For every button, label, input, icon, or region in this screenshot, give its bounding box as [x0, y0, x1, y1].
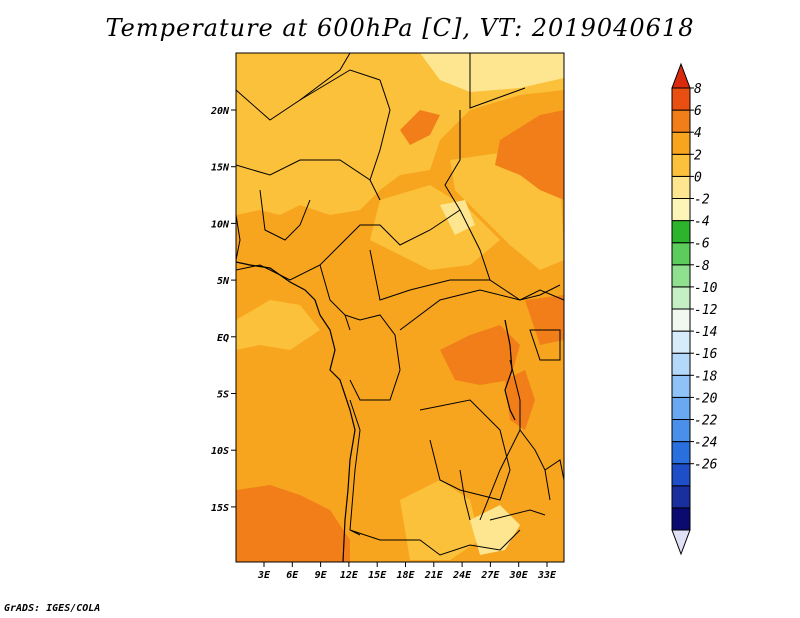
lat-label: 15N — [211, 163, 230, 174]
colorbar-label: -8 — [694, 259, 710, 274]
lat-label: 10N — [211, 219, 230, 230]
lon-label: 27E — [480, 570, 500, 581]
colorbar-label: 8 — [694, 82, 702, 97]
pale-patch-north — [420, 53, 564, 92]
lon-label: 21E — [424, 570, 444, 581]
colorbar-label: 4 — [694, 126, 702, 141]
colorbar-segment — [671, 131, 691, 155]
latitude-axis: 20N 15N 10N 5N EQ 5S 10S 15S — [210, 106, 236, 514]
pale-patch-interior — [440, 200, 475, 235]
colorbar-segment — [671, 330, 691, 354]
cool-patch-north — [236, 53, 564, 215]
lat-label: EQ — [217, 333, 229, 344]
longitude-axis: 3E 6E 9E 12E 15E 18E 21E 24E 27E 30E 33E — [257, 562, 557, 581]
colorbar-label: -2 — [694, 193, 710, 208]
colorbar-segment — [671, 153, 691, 177]
colorbar-arrow-low — [671, 529, 691, 556]
colorbar-segment — [671, 374, 691, 398]
cool-patch-southwest — [236, 300, 320, 350]
lat-label: 20N — [210, 106, 230, 117]
colorbar-label: 0 — [694, 170, 702, 185]
colorbar-label: -18 — [694, 369, 718, 384]
colorbar-segment — [671, 264, 691, 288]
colorbar-segment — [671, 220, 691, 244]
warm-patch-north — [400, 110, 440, 145]
lon-label: 3E — [257, 570, 271, 581]
country-borders — [235, 52, 565, 556]
map-frame — [235, 52, 565, 563]
colorbar-label: -14 — [694, 325, 717, 340]
colorbar-label: -6 — [694, 237, 710, 252]
lat-label: 10S — [211, 446, 229, 457]
colorbar-label: -22 — [694, 414, 718, 429]
lon-label: 6E — [286, 570, 299, 581]
lon-label: 15E — [368, 570, 387, 581]
colorbar-label: 2 — [694, 148, 702, 163]
lon-label: 33E — [537, 570, 557, 581]
colorbar-label: -16 — [694, 347, 718, 362]
warm-patch-east — [495, 110, 564, 200]
lat-label: 5N — [217, 276, 230, 287]
colorbar-segment — [671, 242, 691, 266]
lat-label: 5S — [217, 390, 229, 401]
colorbar-label: -4 — [694, 215, 710, 230]
colorbar-segment — [671, 109, 691, 133]
colorbar-segment — [671, 419, 691, 443]
colorbar-segment — [671, 507, 691, 531]
coastline — [235, 261, 516, 563]
colorbar-segment — [671, 286, 691, 310]
colorbar-segment — [671, 352, 691, 376]
colorbar-segment — [671, 175, 691, 199]
colorbar-label: -20 — [694, 391, 718, 406]
lat-label: 15S — [211, 503, 229, 514]
colorbar-label: -12 — [694, 303, 718, 318]
warm-patch-east-coast — [525, 295, 564, 345]
colorbar-segment — [671, 396, 691, 420]
map-area: 20N 15N 10N 5N EQ 5S 10S 15S 3E 6E 9E 12E 15E 18E 21E… — [210, 52, 565, 581]
colorbar-label: -24 — [694, 436, 717, 451]
lon-label: 9E — [315, 570, 328, 581]
colorbar-segment — [671, 198, 691, 222]
colorbar-segment — [671, 463, 691, 487]
lon-label: 30E — [509, 570, 529, 581]
color-legend: 8 6 4 2 0 -2 -4 -6 -8 -10 -12 -14 -16 -18 -20 -22 -24 -26 — [671, 62, 718, 556]
colorbar-label: -10 — [694, 281, 718, 296]
colorbar-label: -26 — [694, 458, 718, 473]
grads-credit: GrADS: IGES/COLA — [4, 603, 101, 614]
cool-patch-center — [370, 185, 500, 270]
lon-label: 18E — [396, 570, 415, 581]
warm-patch-lakes — [440, 325, 520, 385]
colorbar-segment — [671, 87, 691, 111]
map-title: Temperature at 600hPa [C], VT: 201904061… — [105, 14, 695, 42]
lon-label: 24E — [452, 570, 472, 581]
colorbar-segment — [671, 485, 691, 509]
colorbar-label: 6 — [694, 104, 702, 119]
warm-patch-southwest — [236, 485, 350, 562]
colorbar-arrow-high — [671, 62, 691, 89]
colorbar-segment — [671, 308, 691, 332]
lon-label: 12E — [340, 570, 359, 581]
colorbar-segment — [671, 441, 691, 465]
